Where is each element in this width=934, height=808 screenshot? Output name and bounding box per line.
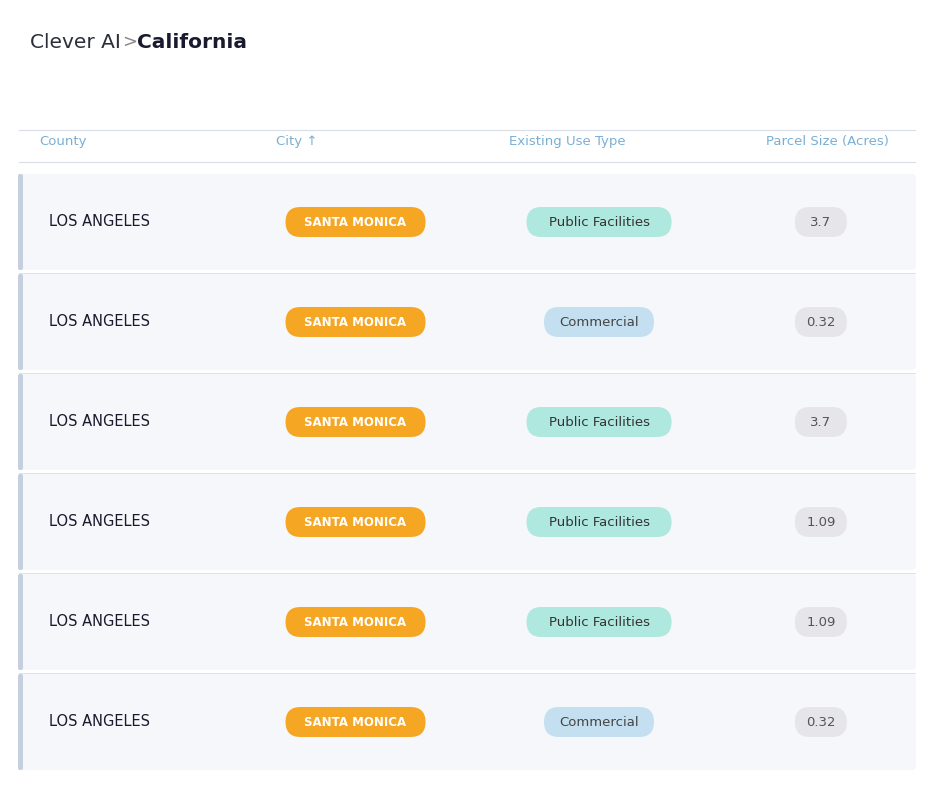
Text: LOS ANGELES: LOS ANGELES: [50, 515, 150, 529]
Text: Public Facilities: Public Facilities: [548, 216, 649, 229]
FancyBboxPatch shape: [18, 674, 916, 770]
FancyBboxPatch shape: [527, 607, 672, 637]
FancyBboxPatch shape: [18, 474, 916, 570]
Text: 3.7: 3.7: [811, 415, 831, 428]
Text: Existing Use Type: Existing Use Type: [509, 136, 626, 149]
Text: Public Facilities: Public Facilities: [548, 415, 649, 428]
FancyBboxPatch shape: [18, 374, 23, 470]
Text: LOS ANGELES: LOS ANGELES: [50, 314, 150, 330]
Text: Commercial: Commercial: [559, 716, 639, 729]
Text: SANTA MONICA: SANTA MONICA: [304, 315, 406, 329]
FancyBboxPatch shape: [527, 207, 672, 237]
FancyBboxPatch shape: [795, 507, 847, 537]
Text: California: California: [137, 32, 247, 52]
FancyBboxPatch shape: [286, 607, 426, 637]
Text: >: >: [122, 33, 137, 51]
FancyBboxPatch shape: [18, 174, 916, 270]
Text: LOS ANGELES: LOS ANGELES: [50, 615, 150, 629]
Text: 1.09: 1.09: [806, 516, 836, 528]
Text: Public Facilities: Public Facilities: [548, 616, 649, 629]
FancyBboxPatch shape: [527, 407, 672, 437]
FancyBboxPatch shape: [286, 707, 426, 737]
FancyBboxPatch shape: [795, 607, 847, 637]
FancyBboxPatch shape: [286, 507, 426, 537]
Text: 1.09: 1.09: [806, 616, 836, 629]
FancyBboxPatch shape: [286, 207, 426, 237]
Text: SANTA MONICA: SANTA MONICA: [304, 616, 406, 629]
FancyBboxPatch shape: [544, 707, 654, 737]
Text: LOS ANGELES: LOS ANGELES: [50, 415, 150, 430]
FancyBboxPatch shape: [18, 174, 23, 270]
Text: County: County: [39, 136, 87, 149]
FancyBboxPatch shape: [18, 574, 916, 670]
FancyBboxPatch shape: [795, 207, 847, 237]
FancyBboxPatch shape: [18, 374, 916, 470]
Text: SANTA MONICA: SANTA MONICA: [304, 716, 406, 729]
FancyBboxPatch shape: [286, 307, 426, 337]
FancyBboxPatch shape: [18, 674, 23, 770]
Text: Parcel Size (Acres): Parcel Size (Acres): [766, 136, 889, 149]
FancyBboxPatch shape: [18, 274, 916, 370]
FancyBboxPatch shape: [795, 307, 847, 337]
Text: 0.32: 0.32: [806, 315, 836, 329]
Text: 3.7: 3.7: [811, 216, 831, 229]
FancyBboxPatch shape: [544, 307, 654, 337]
Text: City ↑: City ↑: [276, 136, 317, 149]
Text: Commercial: Commercial: [559, 315, 639, 329]
Text: SANTA MONICA: SANTA MONICA: [304, 415, 406, 428]
Text: 0.32: 0.32: [806, 716, 836, 729]
Text: Clever AI: Clever AI: [30, 32, 120, 52]
FancyBboxPatch shape: [795, 707, 847, 737]
Text: LOS ANGELES: LOS ANGELES: [50, 214, 150, 229]
Text: LOS ANGELES: LOS ANGELES: [50, 714, 150, 730]
Text: SANTA MONICA: SANTA MONICA: [304, 516, 406, 528]
FancyBboxPatch shape: [18, 274, 23, 370]
FancyBboxPatch shape: [286, 407, 426, 437]
Text: SANTA MONICA: SANTA MONICA: [304, 216, 406, 229]
FancyBboxPatch shape: [18, 474, 23, 570]
FancyBboxPatch shape: [795, 407, 847, 437]
Text: Public Facilities: Public Facilities: [548, 516, 649, 528]
FancyBboxPatch shape: [527, 507, 672, 537]
FancyBboxPatch shape: [18, 574, 23, 670]
